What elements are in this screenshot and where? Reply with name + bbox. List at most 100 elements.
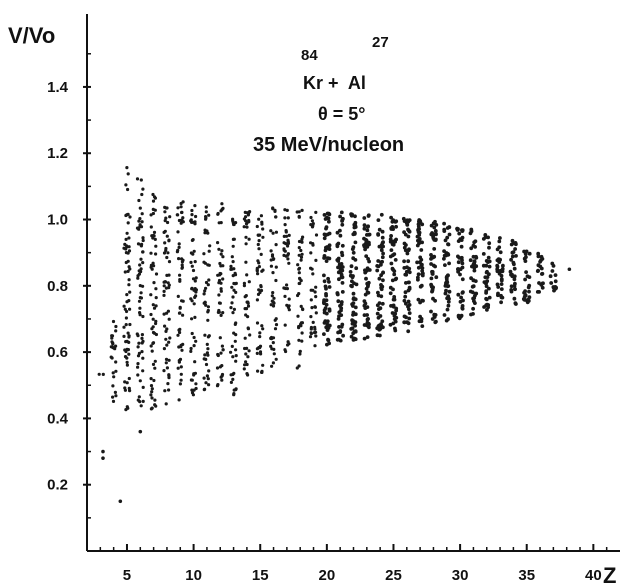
data-point	[217, 221, 221, 225]
data-point	[166, 382, 170, 386]
data-point	[418, 220, 423, 225]
data-point	[230, 301, 234, 305]
data-point	[322, 213, 327, 217]
data-point	[167, 260, 172, 264]
data-point	[202, 252, 206, 256]
data-point	[202, 376, 206, 380]
data-point	[151, 261, 155, 265]
data-point	[219, 375, 223, 379]
data-point	[419, 263, 424, 267]
data-point	[349, 212, 353, 217]
data-point	[495, 263, 500, 268]
data-point	[261, 363, 265, 367]
data-point	[365, 281, 370, 286]
data-point	[166, 251, 170, 255]
data-point	[366, 290, 371, 295]
data-point	[351, 291, 356, 296]
data-point	[232, 237, 236, 241]
data-point	[522, 291, 527, 295]
data-point	[496, 285, 501, 289]
data-point	[114, 329, 118, 333]
y-tick-label: 1.4	[47, 79, 69, 96]
data-point	[191, 268, 196, 273]
data-point	[217, 293, 221, 297]
data-point	[126, 221, 130, 225]
data-point	[485, 275, 490, 279]
data-point	[193, 360, 197, 364]
data-point	[181, 216, 185, 220]
data-point	[340, 253, 345, 258]
data-point	[152, 378, 156, 383]
data-point	[350, 275, 355, 280]
data-point	[407, 307, 411, 312]
data-point	[540, 285, 545, 290]
data-point	[429, 276, 434, 281]
data-point	[192, 388, 196, 392]
data-point	[141, 314, 145, 319]
data-point	[167, 238, 171, 242]
data-point	[274, 243, 278, 247]
data-point	[446, 242, 451, 247]
data-point	[231, 217, 235, 221]
data-point	[178, 273, 182, 277]
data-point	[140, 333, 144, 337]
data-point	[309, 325, 313, 330]
data-point	[219, 351, 223, 355]
data-point	[429, 253, 433, 257]
data-point	[336, 299, 341, 304]
data-point	[274, 215, 278, 219]
data-point	[471, 284, 476, 289]
data-point	[149, 213, 153, 217]
data-point	[353, 329, 358, 334]
data-point	[260, 369, 264, 373]
data-point	[322, 321, 327, 325]
data-point	[165, 366, 169, 370]
data-point	[137, 341, 141, 345]
data-point	[335, 337, 340, 342]
data-point	[177, 245, 181, 249]
data-point	[407, 218, 412, 223]
data-point	[234, 387, 238, 391]
data-point	[364, 286, 369, 291]
data-point	[219, 281, 223, 285]
data-point	[459, 244, 464, 249]
data-point	[151, 341, 156, 345]
data-point	[501, 263, 505, 268]
data-point	[206, 353, 210, 357]
data-point	[282, 253, 286, 257]
data-point	[141, 187, 145, 191]
data-point	[231, 311, 235, 315]
data-point	[539, 266, 544, 271]
data-point	[127, 376, 131, 381]
data-point	[389, 261, 394, 266]
data-point	[218, 301, 222, 305]
data-point	[495, 247, 500, 252]
data-point	[246, 373, 250, 377]
data-point	[193, 204, 197, 208]
data-point	[139, 270, 143, 274]
data-point	[234, 354, 238, 358]
data-point	[231, 244, 235, 248]
data-point	[407, 316, 412, 321]
data-point	[314, 210, 318, 214]
data-point	[473, 291, 478, 296]
data-point	[487, 295, 492, 300]
data-point	[243, 363, 247, 367]
data-point	[258, 335, 262, 339]
data-point	[204, 286, 208, 290]
data-point	[257, 288, 261, 292]
data-point	[327, 256, 332, 261]
data-point	[299, 322, 303, 326]
data-point	[380, 319, 385, 324]
data-point	[380, 284, 385, 289]
data-point	[127, 236, 131, 240]
data-point	[523, 277, 527, 282]
data-point	[136, 274, 140, 278]
data-point	[471, 312, 475, 316]
data-point	[111, 395, 115, 399]
data-point	[176, 206, 180, 210]
data-point	[460, 261, 465, 266]
data-point	[219, 264, 223, 268]
data-point	[404, 221, 409, 226]
data-point	[403, 290, 408, 295]
